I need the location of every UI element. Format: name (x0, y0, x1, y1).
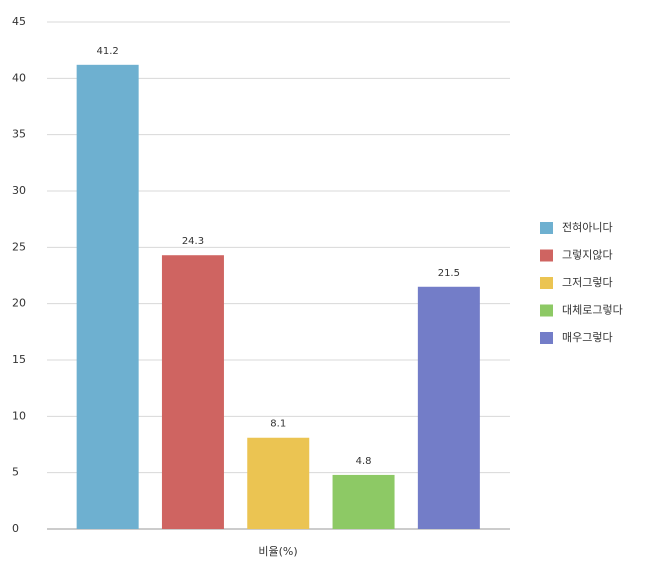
y-tick-label: 20 (12, 297, 26, 310)
value-label: 41.2 (97, 46, 119, 57)
bar (161, 255, 224, 529)
legend-swatch (540, 277, 553, 289)
y-tick-label: 30 (12, 184, 26, 197)
value-label: 21.5 (438, 268, 460, 279)
y-tick-label: 15 (12, 353, 26, 366)
legend-label: 대체로그렇다 (562, 304, 623, 317)
bar (332, 474, 395, 529)
y-tick-label: 5 (12, 466, 19, 479)
y-tick-label: 35 (12, 128, 26, 141)
legend-label: 매우그렇다 (562, 331, 613, 344)
legend-swatch (540, 222, 553, 234)
y-tick-label: 0 (12, 522, 19, 535)
value-label: 24.3 (182, 236, 204, 247)
y-tick-label: 10 (12, 409, 26, 422)
y-tick-label: 25 (12, 240, 26, 253)
value-label: 8.1 (270, 419, 286, 430)
legend-swatch (540, 249, 553, 262)
legend-swatch (540, 304, 553, 317)
legend-swatch (540, 332, 553, 344)
y-tick-label: 45 (12, 15, 26, 28)
bar (247, 437, 310, 529)
legend-label: 전혀아니다 (562, 221, 613, 234)
legend-label: 그렇지않다 (562, 249, 613, 262)
bar (417, 286, 480, 529)
value-label: 4.8 (356, 456, 372, 467)
legend-label: 그저그렇다 (562, 276, 613, 289)
bar (76, 64, 139, 530)
y-tick-label: 40 (12, 71, 26, 84)
x-axis-label: 비율(%) (258, 545, 297, 558)
